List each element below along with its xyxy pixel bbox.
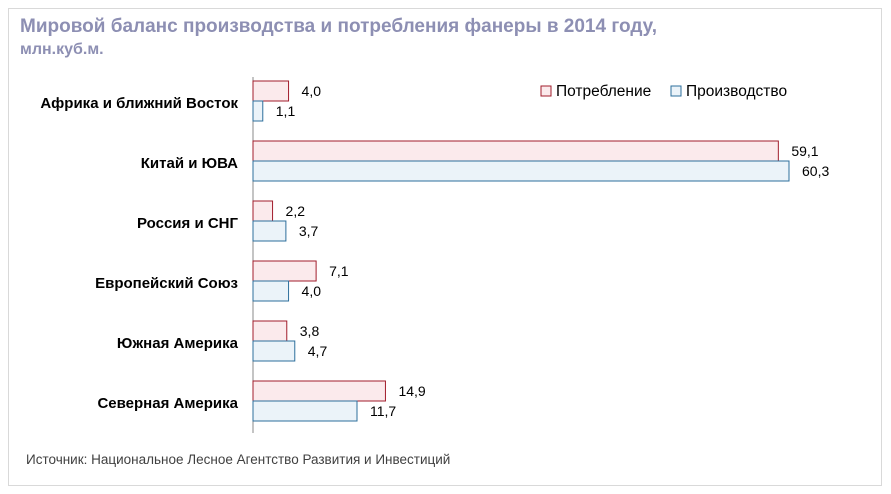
category-label: Южная Америка <box>117 335 239 352</box>
bar-group: Африка и ближний Восток 4,0 1,1 Китай и ЮВА… <box>40 77 829 433</box>
data-label: 4,0 <box>302 283 322 299</box>
bar-consumption <box>252 80 290 102</box>
data-label: 3,8 <box>300 323 320 339</box>
bar-production <box>252 160 790 182</box>
category-label: Европейский Союз <box>95 275 238 292</box>
data-label: 11,7 <box>370 403 396 419</box>
category-label: Северная Америка <box>97 395 238 412</box>
data-label: 1,1 <box>276 103 296 119</box>
bar-consumption <box>252 380 386 402</box>
data-label: 7,1 <box>329 263 349 279</box>
bar-production <box>252 400 358 422</box>
source-note: Источник: Национальное Лесное Агентство … <box>26 452 451 467</box>
bar-consumption <box>252 140 779 162</box>
bar-production <box>252 340 296 362</box>
legend-swatch <box>670 85 682 97</box>
legend-label: Производство <box>686 83 787 100</box>
bar-production <box>252 100 264 122</box>
category-label: Россия и СНГ <box>137 215 238 232</box>
bar-production <box>252 280 290 302</box>
data-label: 2,2 <box>286 203 306 219</box>
data-label: 14,9 <box>398 383 425 399</box>
data-label: 4,0 <box>302 83 322 99</box>
data-label: 4,7 <box>308 343 328 359</box>
legend-swatch <box>540 85 552 97</box>
bar-consumption <box>252 260 317 282</box>
bar-consumption <box>252 200 274 222</box>
legend: Потребление Производство <box>540 83 787 100</box>
chart-title: Мировой баланс производства и потреблени… <box>20 16 658 37</box>
category-label: Китай и ЮВА <box>141 155 238 172</box>
data-label: 59,1 <box>791 143 818 159</box>
chart-frame <box>8 8 882 486</box>
bar-consumption <box>252 320 288 342</box>
data-label: 60,3 <box>802 163 829 179</box>
category-label: Африка и ближний Восток <box>40 95 238 112</box>
data-label: 3,7 <box>299 223 319 239</box>
chart-subtitle: млн.куб.м. <box>20 41 104 58</box>
bar-production <box>252 220 287 242</box>
legend-label: Потребление <box>556 83 651 100</box>
